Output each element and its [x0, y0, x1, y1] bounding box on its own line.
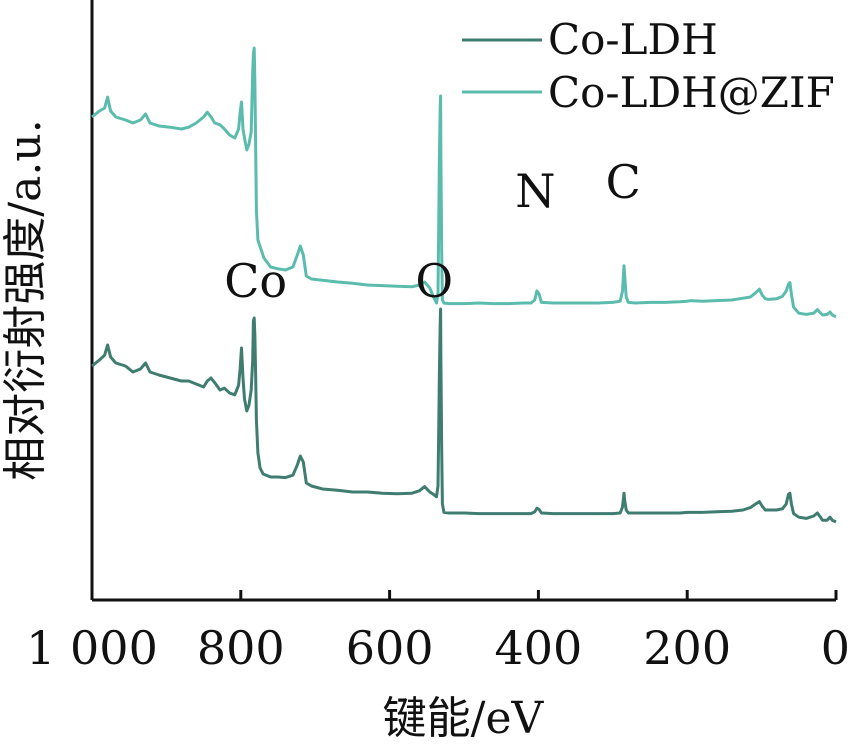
peak-label-n: N — [515, 164, 555, 218]
x-tick-label: 400 — [494, 621, 582, 675]
peak-label-c: C — [606, 155, 641, 209]
plot-area: 1 000 800 600 400 200 0 Co O N C — [26, 0, 850, 675]
x-tick-label: 600 — [346, 621, 434, 675]
peak-annotations: Co O N C — [224, 155, 641, 308]
legend-label-co-ldh-zif: Co-LDH@ZIF — [548, 68, 835, 117]
series-line-co-ldh — [91, 307, 837, 524]
x-tick-label: 800 — [197, 621, 285, 675]
x-tick-label: 0 — [821, 621, 850, 675]
x-axis-ticks: 1 000 800 600 400 200 0 — [26, 590, 850, 675]
legend: Co-LDH Co-LDH@ZIF — [462, 15, 835, 117]
series-line-co-ldh-zif — [91, 46, 837, 319]
series-lines — [91, 46, 837, 524]
peak-label-o: O — [415, 254, 453, 308]
legend-label-co-ldh: Co-LDH — [548, 15, 718, 64]
x-axis-title: 键能/eV — [383, 693, 545, 744]
y-axis-title: 相对衍射强度/a.u. — [0, 119, 51, 480]
peak-label-co: Co — [224, 254, 287, 308]
x-tick-label: 200 — [643, 621, 731, 675]
x-tick-label: 1 000 — [26, 621, 158, 675]
